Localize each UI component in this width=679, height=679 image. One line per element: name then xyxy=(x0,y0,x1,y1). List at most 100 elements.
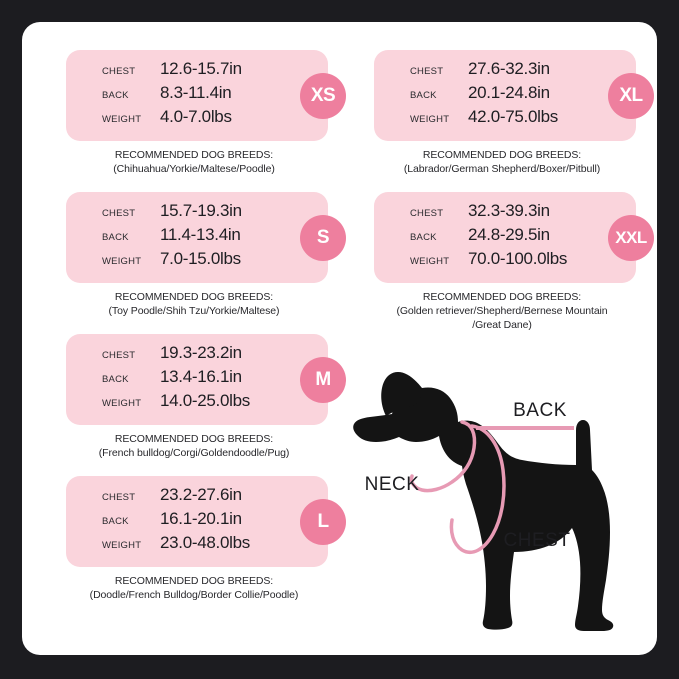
chart-panel: CHEST 12.6-15.7in BACK 8.3-11.4in WEIGHT… xyxy=(22,22,657,655)
measure-label-back: BACK xyxy=(102,90,129,101)
measure-label-chest: CHEST xyxy=(102,350,136,361)
measure-label-weight: WEIGHT xyxy=(410,114,450,125)
dog-measurement-diagram: BACK NECK CHEST xyxy=(352,370,657,640)
size-column-right: CHEST 27.6-32.3in BACK 20.1-24.8in WEIGH… xyxy=(352,50,654,348)
measure-row-back: BACK 13.4-16.1in xyxy=(66,367,328,391)
breed-caption-line1: (Toy Poodle/Shih Tzu/Yorkie/Maltese) xyxy=(108,305,280,317)
measure-value-weight: 70.0-100.0lbs xyxy=(468,249,568,268)
measure-value-back: 20.1-24.8in xyxy=(468,83,550,102)
measure-row-back: BACK 8.3-11.4in xyxy=(66,83,328,107)
measure-value-back: 13.4-16.1in xyxy=(160,367,242,386)
size-badge-s: S xyxy=(300,214,346,261)
breed-caption-line1: (Golden retriever/Shepherd/Bernese Mount… xyxy=(396,305,608,317)
size-badge-m: M xyxy=(300,356,346,403)
measure-label-chest: CHEST xyxy=(102,492,136,503)
measure-value-back: 16.1-20.1in xyxy=(160,509,242,528)
size-card: CHEST 23.2-27.6in BACK 16.1-20.1in WEIGH… xyxy=(66,476,346,567)
breed-caption-line1: (French bulldog/Corgi/Goldendoodle/Pug) xyxy=(98,447,290,459)
neck-measure-loop xyxy=(409,420,477,493)
measure-label-back: BACK xyxy=(102,232,129,243)
measure-label-chest: CHEST xyxy=(102,208,136,219)
measure-label-weight: WEIGHT xyxy=(102,398,142,409)
breed-caption-heading: RECOMMENDED DOG BREEDS: xyxy=(114,291,274,303)
measure-row-weight: WEIGHT 14.0-25.0lbs xyxy=(66,391,328,415)
measure-label-chest: CHEST xyxy=(410,208,444,219)
size-card: CHEST 27.6-32.3in BACK 20.1-24.8in WEIGH… xyxy=(374,50,654,141)
size-entry-xxl: CHEST 32.3-39.3in BACK 24.8-29.5in WEIGH… xyxy=(352,192,654,332)
breed-caption: RECOMMENDED DOG BREEDS: (Golden retrieve… xyxy=(352,290,652,332)
measure-row-chest: CHEST 19.3-23.2in xyxy=(66,343,328,367)
measure-label-back: BACK xyxy=(410,232,437,243)
breed-caption-heading: RECOMMENDED DOG BREEDS: xyxy=(422,149,582,161)
measure-row-weight: WEIGHT 23.0-48.0lbs xyxy=(66,533,328,557)
measure-value-chest: 12.6-15.7in xyxy=(160,59,242,78)
measure-value-chest: 23.2-27.6in xyxy=(160,485,242,504)
neck-label: NECK xyxy=(365,474,420,495)
measure-row-chest: CHEST 27.6-32.3in xyxy=(374,59,636,83)
measure-row-back: BACK 24.8-29.5in xyxy=(374,225,636,249)
dog-ear-icon xyxy=(381,372,422,416)
measure-row-back: BACK 11.4-13.4in xyxy=(66,225,328,249)
measure-row-weight: WEIGHT 42.0-75.0lbs xyxy=(374,107,636,131)
measure-row-back: BACK 20.1-24.8in xyxy=(374,83,636,107)
size-badge-xl: XL xyxy=(608,72,654,119)
breed-caption: RECOMMENDED DOG BREEDS: (Doodle/French B… xyxy=(44,574,344,602)
measure-value-chest: 19.3-23.2in xyxy=(160,343,242,362)
size-card: CHEST 15.7-19.3in BACK 11.4-13.4in WEIGH… xyxy=(66,192,346,283)
measure-value-chest: 15.7-19.3in xyxy=(160,201,242,220)
measure-row-back: BACK 16.1-20.1in xyxy=(66,509,328,533)
size-entry-l: CHEST 23.2-27.6in BACK 16.1-20.1in WEIGH… xyxy=(44,476,346,602)
breed-caption: RECOMMENDED DOG BREEDS: (French bulldog/… xyxy=(44,432,344,460)
size-card: CHEST 19.3-23.2in BACK 13.4-16.1in WEIGH… xyxy=(66,334,346,425)
size-badge-l: L xyxy=(300,498,346,545)
measure-value-weight: 23.0-48.0lbs xyxy=(160,533,250,552)
measure-row-weight: WEIGHT 7.0-15.0lbs xyxy=(66,249,328,273)
measure-value-weight: 14.0-25.0lbs xyxy=(160,391,250,410)
breed-caption-line1: (Doodle/French Bulldog/Border Collie/Poo… xyxy=(89,589,299,601)
breed-caption-heading: RECOMMENDED DOG BREEDS: xyxy=(114,149,274,161)
measure-label-chest: CHEST xyxy=(102,66,136,77)
measure-row-chest: CHEST 12.6-15.7in xyxy=(66,59,328,83)
chest-label: CHEST xyxy=(504,530,571,551)
size-badge-xs: XS xyxy=(300,72,346,119)
measure-value-back: 11.4-13.4in xyxy=(160,225,241,244)
measure-value-chest: 27.6-32.3in xyxy=(468,59,550,78)
measure-row-weight: WEIGHT 70.0-100.0lbs xyxy=(374,249,636,273)
size-entry-xs: CHEST 12.6-15.7in BACK 8.3-11.4in WEIGHT… xyxy=(44,50,346,176)
breed-caption-line1: (Labrador/German Shepherd/Boxer/Pitbull) xyxy=(403,163,601,175)
measure-value-back: 24.8-29.5in xyxy=(468,225,550,244)
breed-caption-line1: (Chihuahua/Yorkie/Maltese/Poodle) xyxy=(113,163,275,175)
measure-label-weight: WEIGHT xyxy=(102,256,142,267)
measure-row-chest: CHEST 32.3-39.3in xyxy=(374,201,636,225)
measure-label-weight: WEIGHT xyxy=(102,114,142,125)
size-entry-s: CHEST 15.7-19.3in BACK 11.4-13.4in WEIGH… xyxy=(44,192,346,318)
measure-label-chest: CHEST xyxy=(410,66,444,77)
size-card: CHEST 12.6-15.7in BACK 8.3-11.4in WEIGHT… xyxy=(66,50,346,141)
dog-silhouette-icon xyxy=(353,387,614,631)
breed-caption: RECOMMENDED DOG BREEDS: (Chihuahua/Yorki… xyxy=(44,148,344,176)
measure-label-back: BACK xyxy=(102,516,129,527)
measure-label-weight: WEIGHT xyxy=(410,256,450,267)
measure-label-back: BACK xyxy=(410,90,437,101)
breed-caption: RECOMMENDED DOG BREEDS: (Labrador/German… xyxy=(352,148,652,176)
measure-value-weight: 42.0-75.0lbs xyxy=(468,107,558,126)
breed-caption-heading: RECOMMENDED DOG BREEDS: xyxy=(114,575,274,587)
measure-label-weight: WEIGHT xyxy=(102,540,142,551)
back-label: BACK xyxy=(513,400,567,421)
size-entry-xl: CHEST 27.6-32.3in BACK 20.1-24.8in WEIGH… xyxy=(352,50,654,176)
size-card: CHEST 32.3-39.3in BACK 24.8-29.5in WEIGH… xyxy=(374,192,654,283)
breed-caption-heading: RECOMMENDED DOG BREEDS: xyxy=(114,433,274,445)
breed-caption-heading: RECOMMENDED DOG BREEDS: xyxy=(422,291,582,303)
measure-value-back: 8.3-11.4in xyxy=(160,83,232,102)
size-entry-m: CHEST 19.3-23.2in BACK 13.4-16.1in WEIGH… xyxy=(44,334,346,460)
measure-value-weight: 7.0-15.0lbs xyxy=(160,249,241,268)
size-column-left: CHEST 12.6-15.7in BACK 8.3-11.4in WEIGHT… xyxy=(44,50,346,618)
breed-caption: RECOMMENDED DOG BREEDS: (Toy Poodle/Shih… xyxy=(44,290,344,318)
measure-row-chest: CHEST 15.7-19.3in xyxy=(66,201,328,225)
size-badge-xxl: XXL xyxy=(608,214,654,261)
chest-measure-loop xyxy=(449,424,506,555)
measure-label-back: BACK xyxy=(102,374,129,385)
measure-value-chest: 32.3-39.3in xyxy=(468,201,550,220)
measure-row-chest: CHEST 23.2-27.6in xyxy=(66,485,328,509)
